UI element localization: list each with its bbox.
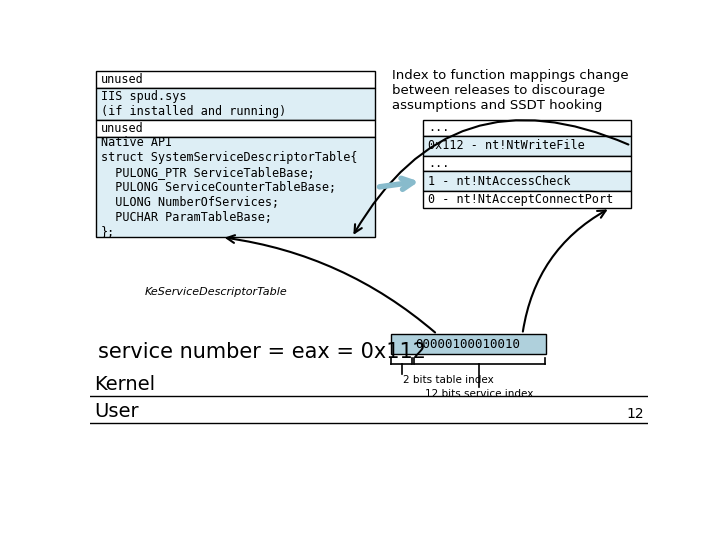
Text: unused: unused bbox=[101, 73, 143, 86]
Bar bbox=[423, 136, 631, 156]
Text: ...: ... bbox=[428, 122, 449, 134]
Text: 12 bits service index: 12 bits service index bbox=[425, 389, 534, 399]
Text: User: User bbox=[94, 402, 138, 421]
Bar bbox=[96, 71, 375, 88]
FancyArrowPatch shape bbox=[227, 235, 435, 333]
FancyArrowPatch shape bbox=[523, 211, 606, 332]
Text: Index to function mappings change
between releases to discourage
assumptions and: Index to function mappings change betwee… bbox=[392, 69, 629, 112]
Bar bbox=[96, 120, 375, 137]
Text: 12: 12 bbox=[626, 407, 644, 421]
Text: Kernel: Kernel bbox=[94, 375, 155, 394]
Text: 2 bits table index: 2 bits table index bbox=[403, 375, 494, 385]
Text: IIS spud.sys
(if installed and running): IIS spud.sys (if installed and running) bbox=[101, 90, 286, 118]
Bar bbox=[391, 334, 546, 354]
Text: Native API
struct SystemServiceDescriptorTable{
  PULONG_PTR ServiceTableBase;
 : Native API struct SystemServiceDescripto… bbox=[101, 136, 357, 239]
Bar bbox=[96, 137, 375, 237]
Bar bbox=[423, 156, 631, 171]
Text: 00000100010010: 00000100010010 bbox=[415, 338, 521, 351]
Bar bbox=[96, 88, 375, 120]
Text: 0x112 - nt!NtWriteFile: 0x112 - nt!NtWriteFile bbox=[428, 139, 585, 152]
Text: 0 - nt!NtAcceptConnectPort: 0 - nt!NtAcceptConnectPort bbox=[428, 193, 613, 206]
Text: 1 - nt!NtAccessCheck: 1 - nt!NtAccessCheck bbox=[428, 174, 570, 187]
Bar bbox=[423, 120, 631, 136]
Bar bbox=[423, 171, 631, 191]
Text: KeServiceDescriptorTable: KeServiceDescriptorTable bbox=[144, 287, 287, 296]
Bar bbox=[423, 191, 631, 208]
Text: ...: ... bbox=[428, 157, 449, 170]
FancyArrowPatch shape bbox=[354, 120, 629, 233]
Text: service number = eax = 0x112: service number = eax = 0x112 bbox=[98, 342, 426, 362]
Text: unused: unused bbox=[101, 122, 143, 135]
